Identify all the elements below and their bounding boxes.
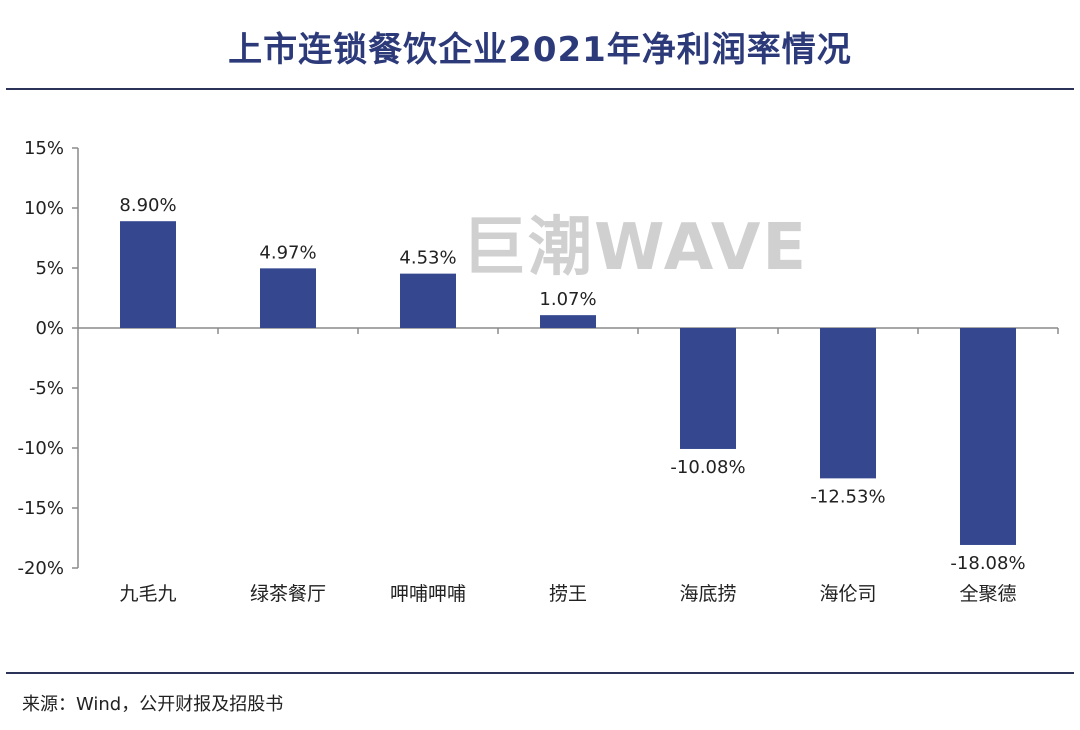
- y-tick-label: 5%: [35, 258, 64, 279]
- watermark-logo: 巨潮WAVE: [462, 211, 809, 285]
- bar-6: [820, 328, 876, 479]
- category-label: 全聚德: [959, 583, 1016, 605]
- category-label: 绿茶餐厅: [250, 583, 326, 605]
- bar-5: [680, 328, 736, 449]
- y-tick-label: 0%: [35, 318, 64, 339]
- bar-value-label: -18.08%: [950, 553, 1025, 574]
- bar-value-label: 8.90%: [119, 195, 176, 216]
- bar-value-label: 4.53%: [399, 248, 456, 269]
- bar-value-label: -10.08%: [670, 457, 745, 478]
- category-label: 九毛九: [119, 583, 176, 605]
- bar-2: [260, 268, 316, 328]
- top-divider: [6, 88, 1074, 90]
- source-note: 来源：Wind，公开财报及招股书: [22, 694, 284, 715]
- y-tick-label: -10%: [17, 438, 64, 459]
- bar-1: [120, 221, 176, 328]
- y-tick-label: 10%: [24, 198, 64, 219]
- bar-value-label: -12.53%: [810, 486, 885, 507]
- y-tick-label: -5%: [29, 378, 64, 399]
- category-label: 呷哺呷哺: [390, 583, 466, 605]
- y-tick-label: -15%: [17, 498, 64, 519]
- category-label: 海底捞: [679, 583, 736, 605]
- bar-value-label: 1.07%: [539, 289, 596, 310]
- y-tick-label: 15%: [24, 138, 64, 159]
- bar-3: [400, 273, 456, 328]
- bar-7: [960, 328, 1016, 545]
- category-label: 海伦司: [819, 583, 876, 605]
- chart-title: 上市连锁餐饮企业2021年净利润率情况: [228, 30, 852, 70]
- category-label: 捞王: [549, 583, 587, 605]
- bar-4: [540, 315, 596, 328]
- bar-value-label: 4.97%: [259, 242, 316, 263]
- bottom-divider: [6, 672, 1074, 674]
- y-tick-label: -20%: [17, 558, 64, 579]
